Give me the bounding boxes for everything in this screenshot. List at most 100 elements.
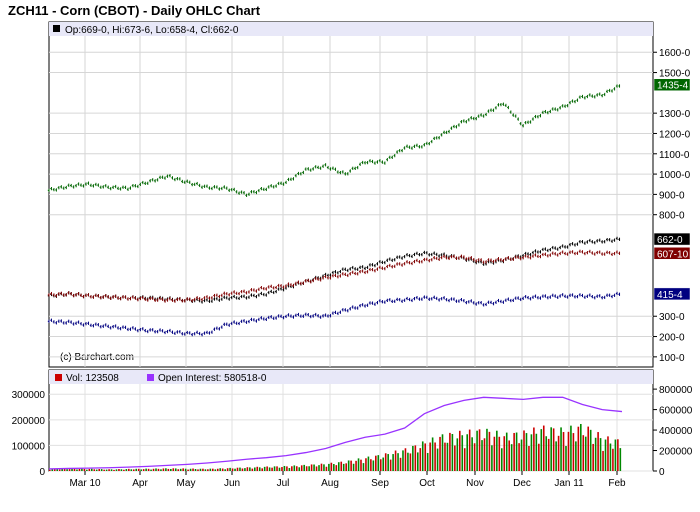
volume-bar — [562, 432, 565, 471]
volume-bar — [63, 468, 66, 471]
volume-bar — [414, 445, 417, 471]
volume-bar — [456, 438, 459, 471]
volume-bar — [540, 429, 543, 471]
volume-bar — [140, 469, 142, 471]
volume-bar — [207, 469, 209, 471]
x-tick-label: May — [177, 478, 196, 489]
volume-bar — [560, 427, 562, 471]
volume-bar — [197, 469, 199, 471]
volume-bars — [49, 423, 622, 471]
volume-bar — [244, 468, 246, 471]
x-axis: Mar 10 Apr May Jun Jul Aug Sep Oct Nov Dec Jan 11 F… — [69, 471, 626, 489]
last-price-label: 415-4 — [657, 290, 683, 301]
volume-bar — [71, 468, 73, 471]
volume-bar — [518, 443, 520, 471]
volume-bar — [387, 454, 389, 471]
volume-left-tick-label: 300000 — [12, 390, 46, 401]
volume-bar — [372, 460, 375, 471]
volume-bar — [402, 450, 404, 471]
open-interest-polyline — [48, 396, 623, 470]
volume-bar — [325, 466, 328, 471]
volume-bar — [58, 469, 61, 471]
volume-bar — [135, 468, 138, 471]
volume-bar — [441, 434, 444, 471]
volume-bar — [61, 468, 63, 471]
volume-bar — [520, 439, 523, 471]
volume-bar — [607, 436, 609, 471]
volume-bar — [360, 459, 362, 471]
volume-bar — [281, 467, 283, 471]
volume-bar — [542, 425, 545, 471]
price-series-3 — [47, 291, 621, 337]
volume-bar — [525, 433, 528, 471]
volume-bar — [528, 445, 530, 471]
volume-bar — [377, 455, 380, 471]
volume-bar — [132, 469, 135, 471]
volume-bar — [547, 438, 550, 471]
volume-bar — [592, 443, 594, 471]
oi-legend-swatch — [147, 374, 154, 381]
volume-bar — [142, 469, 145, 471]
volume-bar — [513, 432, 515, 471]
volume-bar — [382, 457, 385, 471]
volume-bar — [147, 468, 150, 471]
volume-bar — [249, 467, 251, 471]
volume-legend-bar — [49, 370, 653, 384]
volume-bar — [565, 446, 567, 471]
volume-bar — [167, 468, 170, 471]
volume-bar — [597, 432, 599, 471]
volume-axes: 3000002000001000000800000600000400000200… — [12, 385, 693, 478]
volume-bar — [78, 468, 81, 471]
x-tick-label: Oct — [419, 478, 435, 489]
volume-bar — [113, 469, 115, 471]
volume-bar — [184, 468, 187, 471]
volume-bar — [379, 459, 382, 471]
volume-bar — [202, 468, 204, 471]
volume-bar — [125, 469, 128, 471]
x-tick-label: Jun — [224, 478, 240, 489]
volume-bar — [533, 427, 535, 471]
volume-bar — [510, 444, 513, 471]
volume-bar — [496, 430, 498, 471]
volume-bar — [278, 467, 281, 471]
volume-bar — [246, 467, 249, 471]
ohlc-readout-bar — [49, 22, 653, 36]
volume-bar — [335, 465, 338, 471]
volume-bar — [417, 452, 419, 471]
open-interest-line — [48, 396, 623, 470]
volume-bar — [609, 443, 612, 471]
volume-bar — [98, 469, 100, 471]
volume-bar — [120, 469, 123, 471]
price-tick-label: 1100-0 — [659, 150, 690, 161]
volume-bar — [300, 465, 303, 471]
volume-bar — [491, 445, 493, 471]
volume-bar — [288, 467, 291, 471]
volume-bar — [619, 448, 622, 471]
volume-left-tick-label: 100000 — [12, 441, 46, 452]
volume-bar — [291, 466, 293, 471]
volume-bar — [397, 453, 399, 471]
volume-bar — [538, 443, 540, 471]
volume-bar — [444, 442, 446, 471]
price-tick-label: 300-0 — [659, 312, 685, 323]
volume-bar — [367, 456, 370, 471]
volume-bar — [535, 433, 538, 471]
volume-bar — [115, 469, 118, 471]
volume-bar — [429, 442, 431, 471]
volume-bar — [88, 468, 91, 471]
volume-bar — [404, 448, 407, 471]
last-price-badge — [653, 78, 691, 91]
volume-bar — [189, 468, 192, 471]
volume-bar — [308, 466, 310, 471]
volume-bar — [172, 468, 175, 471]
volume-bar — [155, 468, 157, 471]
price-tick-label: 1600-0 — [659, 48, 691, 59]
volume-bar — [451, 434, 454, 471]
oi-right-tick-label: 200000 — [659, 447, 693, 458]
volume-bar — [286, 466, 288, 471]
volume-bar — [458, 430, 461, 471]
volume-bar — [128, 468, 130, 471]
volume-bar — [434, 442, 436, 471]
volume-bar — [174, 468, 177, 471]
volume-bar — [73, 468, 76, 471]
